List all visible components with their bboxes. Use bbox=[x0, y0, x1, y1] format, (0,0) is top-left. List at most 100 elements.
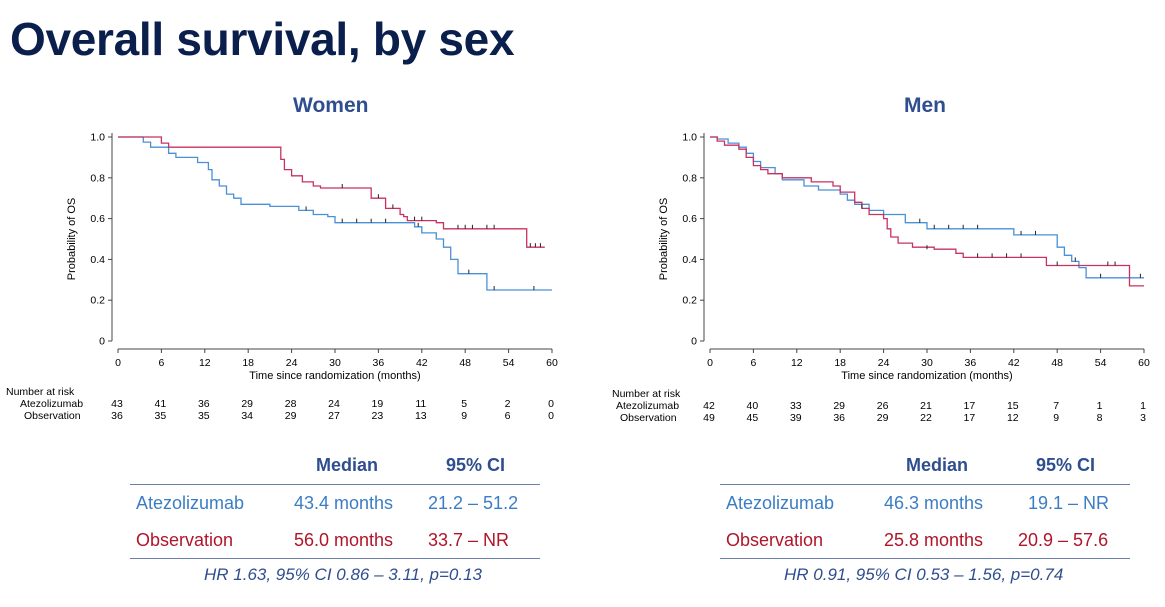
risk-count-observation: 6 bbox=[504, 410, 511, 422]
series-line-atezolizumab bbox=[118, 136, 552, 291]
x-tick-label: 0 bbox=[115, 357, 121, 369]
risk-count-observation: 17 bbox=[963, 412, 976, 424]
risk-count-observation: 45 bbox=[746, 412, 759, 424]
risk-count-observation: 9 bbox=[461, 410, 468, 422]
risk-count-observation: 29 bbox=[284, 410, 297, 422]
y-axis-label: Probability of OS bbox=[66, 198, 78, 281]
risk-count-atezolizumab: 11 bbox=[415, 398, 427, 410]
y-tick-label: 0.8 bbox=[682, 172, 697, 184]
risk-count-observation: 0 bbox=[548, 410, 554, 422]
y-tick-label: 0.4 bbox=[90, 254, 105, 266]
risk-count-observation: 9 bbox=[1053, 412, 1060, 424]
risk-count-observation: 29 bbox=[876, 412, 889, 424]
hazard-ratio-text: HR 0.91, 95% CI 0.53 – 1.56, p=0.74 bbox=[784, 565, 1064, 584]
risk-count-observation: 13 bbox=[414, 410, 427, 422]
risk-count-observation: 27 bbox=[328, 410, 340, 422]
risk-count-atezolizumab: 1 bbox=[1140, 400, 1146, 412]
x-tick-label: 12 bbox=[791, 357, 803, 369]
x-tick-label: 60 bbox=[1138, 357, 1150, 369]
km-plot-women: 0 0.2 0.4 0.6 0.8 1.0 0 6 12 18 24 30 36 42 48 54 60 Time… bbox=[66, 132, 558, 383]
divider bbox=[720, 558, 1130, 559]
x-tick-label: 48 bbox=[1051, 357, 1063, 369]
risk-count-atezolizumab: 29 bbox=[833, 400, 846, 412]
x-tick-label: 24 bbox=[878, 357, 890, 369]
y-tick-label: 0.2 bbox=[90, 295, 105, 307]
risk-count-observation: 35 bbox=[197, 410, 210, 422]
y-tick-label: 0.2 bbox=[682, 295, 697, 307]
risk-count-observation: 39 bbox=[789, 412, 802, 424]
risk-label-atezolizumab: Atezolizumab bbox=[616, 400, 680, 412]
x-tick-label: 6 bbox=[158, 357, 164, 369]
risk-count-atezolizumab: 15 bbox=[1006, 400, 1019, 412]
panel-women: Women 0 0.2 0.4 0.6 0.8 1.0 0 6 12 18 24 30 36 42 48 54… bbox=[6, 90, 566, 590]
risk-count-atezolizumab: 19 bbox=[371, 398, 384, 410]
panel-men: Men 0 0.2 0.4 0.6 0.8 1.0 0 6 12 18 24 30 36 42 48 54 60… bbox=[598, 90, 1158, 590]
km-plot-men: 0 0.2 0.4 0.6 0.8 1.0 0 6 12 18 24 30 36 42 48 54 60 Time… bbox=[658, 132, 1150, 383]
summary-row-label: Observation bbox=[726, 530, 824, 550]
risk-count-atezolizumab: 28 bbox=[284, 398, 297, 410]
summary-table-women: Median 95% CI Atezolizumab 43.4 months 2… bbox=[130, 452, 540, 592]
x-axis-label: Time since randomization (months) bbox=[841, 370, 1012, 382]
risk-count-atezolizumab: 43 bbox=[111, 398, 123, 410]
summary-header-median: Median bbox=[906, 455, 969, 475]
risk-label-observation: Observation bbox=[620, 412, 677, 424]
risk-count-observation: 12 bbox=[1006, 412, 1019, 424]
risk-count-atezolizumab: 26 bbox=[876, 400, 889, 412]
x-tick-label: 12 bbox=[199, 357, 211, 369]
risk-count-atezolizumab: 17 bbox=[963, 400, 976, 412]
risk-count-observation: 3 bbox=[1140, 412, 1146, 424]
risk-count-observation: 36 bbox=[833, 412, 846, 424]
risk-table-women: Number at risk Atezolizumab Observation … bbox=[6, 386, 566, 431]
risk-count-atezolizumab: 24 bbox=[328, 398, 340, 410]
x-tick-label: 54 bbox=[1095, 357, 1107, 369]
x-tick-label: 36 bbox=[965, 357, 977, 369]
x-axis-label: Time since randomization (months) bbox=[249, 370, 420, 382]
x-tick-label: 30 bbox=[329, 357, 341, 369]
risk-count-observation: 8 bbox=[1096, 412, 1103, 424]
series-line-atezolizumab bbox=[710, 136, 1144, 279]
summary-median-value: 25.8 months bbox=[884, 530, 984, 550]
x-tick-label: 60 bbox=[546, 357, 558, 369]
x-tick-label: 0 bbox=[707, 357, 713, 369]
y-tick-label: 0 bbox=[99, 336, 105, 348]
divider bbox=[130, 484, 540, 485]
x-tick-label: 24 bbox=[286, 357, 298, 369]
summary-ci-value: 33.7 – NR bbox=[428, 530, 510, 550]
risk-count-atezolizumab: 29 bbox=[241, 398, 254, 410]
summary-median-value: 56.0 months bbox=[294, 530, 394, 550]
risk-header: Number at risk bbox=[612, 388, 681, 400]
x-tick-label: 18 bbox=[242, 357, 254, 369]
slide-title: Overall survival, by sex bbox=[10, 13, 515, 65]
risk-count-atezolizumab: 21 bbox=[920, 400, 932, 412]
divider bbox=[130, 558, 540, 559]
y-axis-label: Probability of OS bbox=[658, 198, 670, 281]
summary-row-label: Observation bbox=[136, 530, 234, 550]
summary-header-ci: 95% CI bbox=[1036, 455, 1096, 475]
x-tick-label: 42 bbox=[416, 357, 428, 369]
risk-count-observation: 22 bbox=[920, 412, 932, 424]
risk-count-atezolizumab: 41 bbox=[154, 398, 167, 410]
risk-count-atezolizumab: 33 bbox=[789, 400, 802, 412]
y-tick-label: 0.8 bbox=[90, 172, 105, 184]
risk-label-observation: Observation bbox=[24, 410, 81, 422]
risk-count-observation: 49 bbox=[703, 412, 715, 424]
summary-ci-value: 21.2 – 51.2 bbox=[428, 493, 519, 513]
x-tick-label: 30 bbox=[921, 357, 933, 369]
summary-ci-value: 20.9 – 57.6 bbox=[1018, 530, 1109, 550]
summary-ci-value: 19.1 – NR bbox=[1028, 493, 1110, 513]
y-tick-label: 0 bbox=[691, 336, 697, 348]
risk-count-observation: 36 bbox=[111, 410, 123, 422]
y-tick-label: 0.6 bbox=[90, 213, 105, 225]
risk-count-observation: 34 bbox=[241, 410, 254, 422]
summary-header-median: Median bbox=[316, 455, 379, 475]
risk-count-atezolizumab: 1 bbox=[1096, 400, 1103, 412]
y-tick-label: 1.0 bbox=[682, 132, 697, 144]
risk-count-atezolizumab: 2 bbox=[504, 398, 511, 410]
divider bbox=[720, 484, 1130, 485]
risk-count-atezolizumab: 36 bbox=[197, 398, 210, 410]
x-tick-label: 18 bbox=[834, 357, 846, 369]
chart-title-men: Men bbox=[904, 94, 946, 117]
risk-count-observation: 35 bbox=[154, 410, 167, 422]
risk-count-atezolizumab: 5 bbox=[461, 398, 468, 410]
x-tick-label: 36 bbox=[373, 357, 385, 369]
